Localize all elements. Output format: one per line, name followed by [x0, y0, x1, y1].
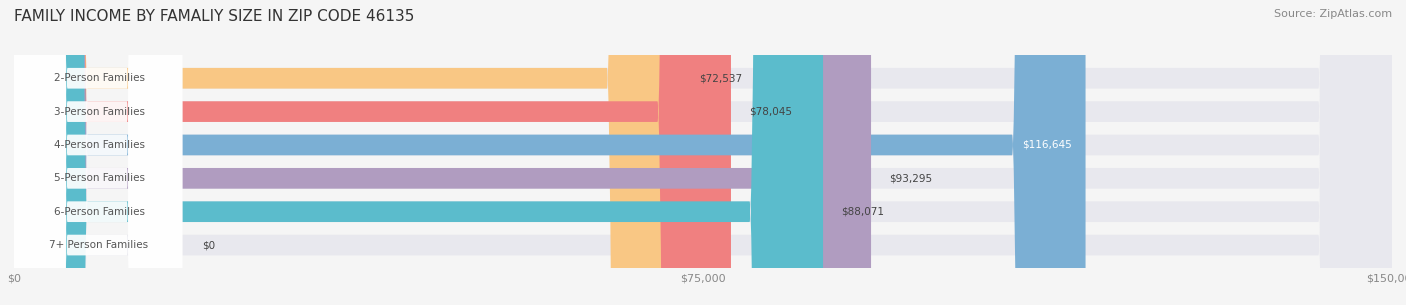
Text: 6-Person Families: 6-Person Families — [53, 207, 145, 217]
Text: $72,537: $72,537 — [699, 73, 742, 83]
FancyBboxPatch shape — [14, 0, 1392, 305]
FancyBboxPatch shape — [13, 0, 183, 305]
Text: $93,295: $93,295 — [890, 173, 932, 183]
Text: FAMILY INCOME BY FAMALIY SIZE IN ZIP CODE 46135: FAMILY INCOME BY FAMALIY SIZE IN ZIP COD… — [14, 9, 415, 24]
FancyBboxPatch shape — [14, 0, 1085, 305]
FancyBboxPatch shape — [14, 0, 1392, 305]
FancyBboxPatch shape — [13, 0, 183, 305]
Text: 2-Person Families: 2-Person Families — [53, 73, 145, 83]
FancyBboxPatch shape — [13, 0, 183, 305]
Text: $78,045: $78,045 — [749, 107, 793, 117]
FancyBboxPatch shape — [14, 0, 872, 305]
FancyBboxPatch shape — [13, 0, 183, 305]
FancyBboxPatch shape — [14, 0, 731, 305]
Text: $88,071: $88,071 — [841, 207, 884, 217]
FancyBboxPatch shape — [13, 0, 183, 305]
FancyBboxPatch shape — [13, 0, 183, 305]
FancyBboxPatch shape — [14, 0, 1392, 305]
Text: 5-Person Families: 5-Person Families — [53, 173, 145, 183]
Text: 7+ Person Families: 7+ Person Families — [49, 240, 149, 250]
FancyBboxPatch shape — [14, 0, 681, 305]
Text: $116,645: $116,645 — [1022, 140, 1071, 150]
Text: Source: ZipAtlas.com: Source: ZipAtlas.com — [1274, 9, 1392, 19]
Text: 3-Person Families: 3-Person Families — [53, 107, 145, 117]
Text: $0: $0 — [202, 240, 215, 250]
FancyBboxPatch shape — [14, 0, 1392, 305]
FancyBboxPatch shape — [14, 0, 1392, 305]
FancyBboxPatch shape — [14, 0, 823, 305]
FancyBboxPatch shape — [14, 0, 1392, 305]
Text: 4-Person Families: 4-Person Families — [53, 140, 145, 150]
